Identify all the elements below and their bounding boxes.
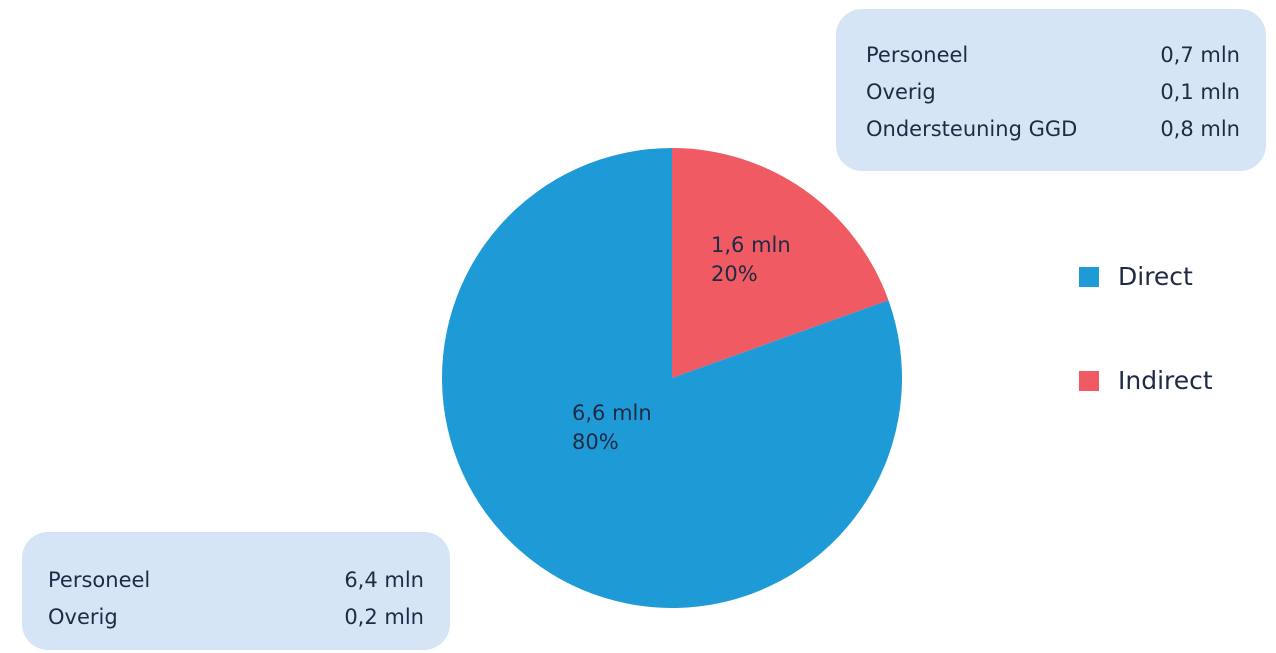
legend-item-direct: Direct	[1079, 262, 1193, 291]
breakdown-label: Overig	[48, 605, 118, 629]
slice-value-label-direct: 6,6 mln	[572, 401, 652, 425]
legend-swatch-direct	[1079, 266, 1099, 287]
pie-slice-direct	[441, 147, 902, 608]
indirect-breakdown-box: Personeel 0,7 mln Overig 0,1 mln Onderst…	[836, 9, 1266, 171]
breakdown-value: 0,2 mln	[344, 605, 424, 629]
slice-percent-label-indirect: 20%	[711, 262, 758, 286]
breakdown-value: 0,7 mln	[1160, 43, 1240, 67]
breakdown-row: Personeel 6,4 mln	[48, 562, 424, 599]
legend-label-indirect: Indirect	[1118, 366, 1213, 395]
direct-breakdown-box: Personeel 6,4 mln Overig 0,2 mln	[22, 532, 450, 650]
breakdown-value: 0,1 mln	[1160, 80, 1240, 104]
breakdown-row: Personeel 0,7 mln	[866, 37, 1240, 74]
slice-value-label-indirect: 1,6 mln	[711, 233, 791, 257]
breakdown-value: 0,8 mln	[1160, 117, 1240, 141]
breakdown-label: Personeel	[48, 568, 151, 592]
legend-swatch-indirect	[1079, 370, 1099, 391]
breakdown-value: 6,4 mln	[344, 568, 424, 592]
breakdown-row: Overig 0,1 mln	[866, 74, 1240, 111]
slice-percent-label-direct: 80%	[572, 430, 619, 454]
breakdown-row: Ondersteuning GGD 0,8 mln	[866, 111, 1240, 148]
legend-label-direct: Direct	[1118, 262, 1193, 291]
breakdown-label: Ondersteuning GGD	[866, 117, 1078, 141]
breakdown-label: Overig	[866, 80, 936, 104]
breakdown-label: Personeel	[866, 43, 969, 67]
pie-slice-indirect	[672, 148, 889, 378]
breakdown-row: Overig 0,2 mln	[48, 599, 424, 636]
legend-item-indirect: Indirect	[1079, 366, 1213, 395]
